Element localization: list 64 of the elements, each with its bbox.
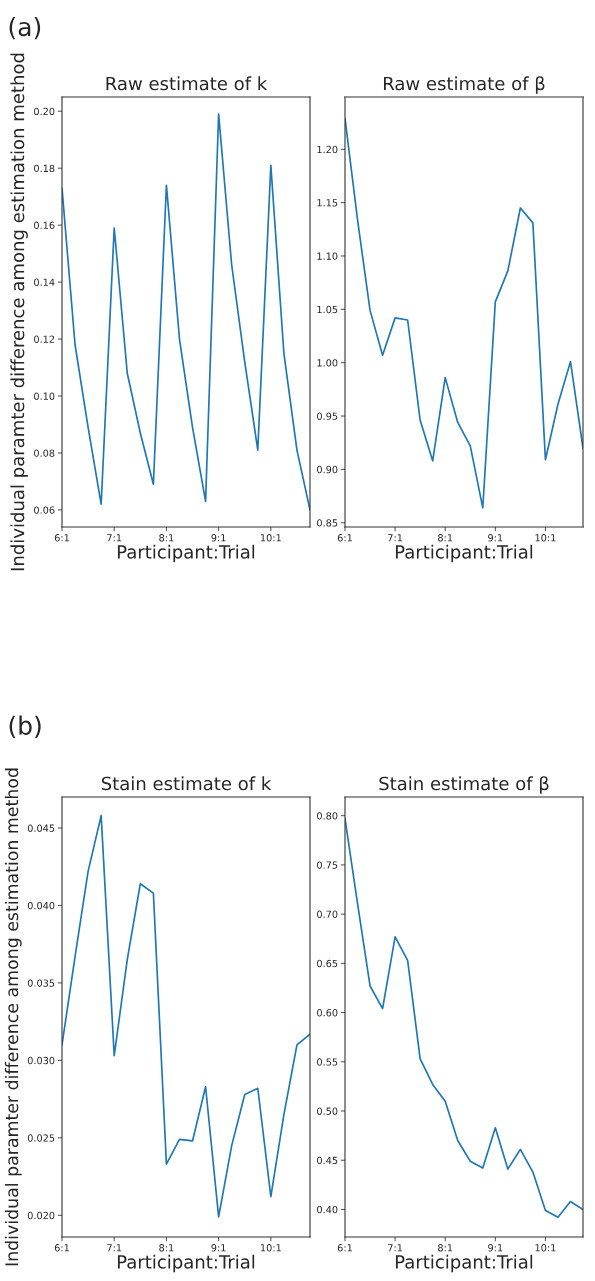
x-tick-label: 7:1 [107,534,122,542]
x-tick-label: 10:1 [260,534,281,542]
x-axis-title: Participant:Trial [117,544,255,563]
x-axis-title: Participant:Trial [117,1254,255,1273]
x-tick-label: 7:1 [107,1244,122,1252]
x-tick-label: 9:1 [211,1244,226,1252]
y-axis-title: Individual paramter difference among estimation method [4,768,22,1266]
y-tick-label: 0.045 [27,824,55,832]
x-tick-label: 10:1 [535,534,556,542]
y-tick-label: 0.025 [27,1134,55,1142]
y-tick-label: 0.14 [34,278,55,286]
x-tick-label: 10:1 [535,1244,556,1252]
y-tick-label: 0.020 [27,1211,55,1220]
x-tick-label: 7:1 [388,1244,403,1252]
y-tick-label: 0.65 [317,959,338,968]
y-tick-label: 0.55 [317,1058,338,1066]
y-tick-label: 0.95 [317,412,338,420]
y-tick-label: 0.50 [317,1107,338,1115]
y-tick-label: 1.20 [317,145,338,154]
y-tick-label: 1.15 [317,199,338,207]
chart-title: Stain estimate of β [379,776,549,794]
y-tick-label: 0.40 [317,1205,338,1214]
y-tick-label: 0.18 [34,164,55,173]
y-tick-label: 0.16 [34,221,55,229]
y-tick-label: 1.10 [317,252,338,260]
y-tick-label: 0.035 [27,979,55,987]
x-tick-label: 6:1 [337,1244,352,1252]
x-tick-label: 6:1 [54,1244,69,1252]
x-tick-label: 8:1 [438,534,453,542]
y-tick-label: 0.06 [34,506,55,514]
x-axis-title: Participant:Trial [395,544,533,563]
x-tick-label: 6:1 [54,534,69,542]
y-tick-label: 0.20 [34,107,55,116]
y-tick-label: 0.08 [34,449,55,457]
y-tick-label: 0.030 [27,1056,55,1065]
line-series [62,814,310,1218]
x-tick-label: 6:1 [337,534,352,542]
y-tick-label: 0.040 [27,901,55,910]
y-tick-label: 0.60 [317,1009,338,1017]
y-tick-label: 1.05 [317,305,338,314]
y-tick-label: 0.85 [317,519,338,527]
x-tick-label: 10:1 [260,1244,281,1252]
x-tick-label: 9:1 [488,1244,503,1252]
x-tick-label: 8:1 [159,534,174,542]
y-axis-title: Individual paramter difference among estimation method [10,53,28,571]
y-tick-label: 0.12 [34,335,55,343]
text: (a) [9,16,41,40]
chart-title: Stain estimate of k [101,776,272,791]
text: (b) [9,715,41,738]
x-axis-title: Participant:Trial [395,1254,533,1273]
chart-title: Raw estimate of β [383,76,545,94]
x-tick-label: 8:1 [159,1244,174,1252]
x-tick-label: 9:1 [211,534,226,542]
y-tick-label: 0.90 [317,465,338,474]
y-tick-label: 0.10 [34,392,55,400]
y-tick-label: 1.00 [317,359,338,367]
chart-title: Raw estimate of k [106,76,268,91]
y-tick-label: 0.75 [317,861,338,869]
y-tick-label: 0.70 [317,910,338,918]
x-tick-label: 8:1 [438,1244,453,1252]
x-tick-label: 7:1 [388,534,403,542]
x-tick-label: 9:1 [488,534,503,542]
y-tick-label: 0.45 [317,1156,338,1165]
y-tick-label: 0.80 [317,812,338,820]
